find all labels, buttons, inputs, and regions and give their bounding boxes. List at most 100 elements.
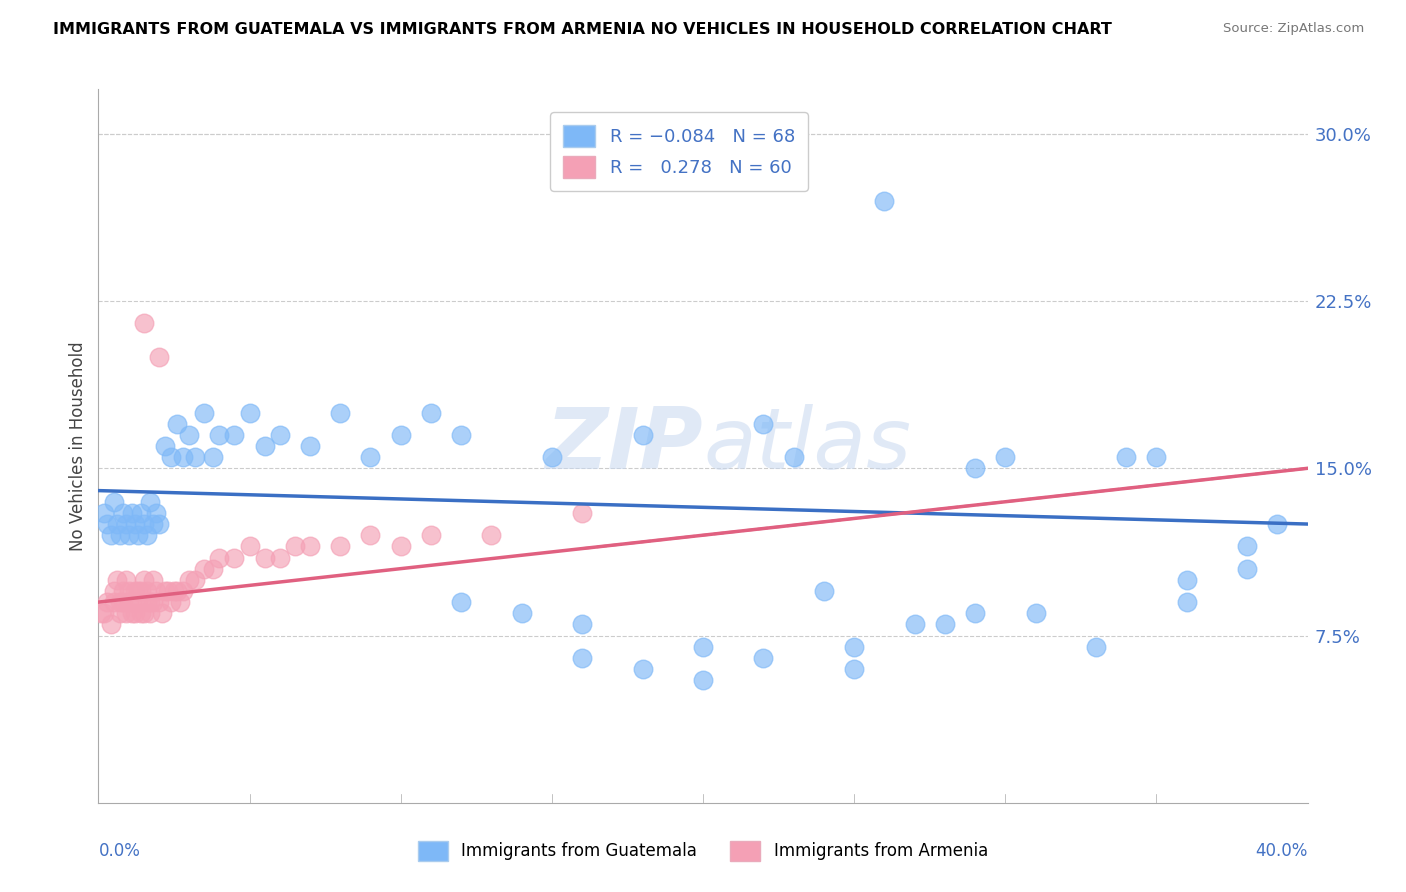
Point (103, 583, 125, 598)
Point (934, 617, 956, 632)
Point (124, 607, 146, 621)
Point (813, 583, 835, 598)
Point (965, 607, 987, 621)
Point (420, 405, 443, 419)
Point (135, 595, 157, 609)
Point (153, 439, 176, 453)
Point (1144, 450, 1167, 464)
Point (299, 439, 322, 453)
Point (994, 450, 1017, 464)
Point (450, 427, 472, 442)
Point (124, 516, 146, 531)
Point (172, 450, 194, 464)
Point (329, 405, 352, 419)
Point (132, 607, 155, 621)
Text: 0.0%: 0.0% (98, 842, 141, 860)
Point (111, 506, 134, 520)
Point (965, 461, 987, 475)
Text: ZIP: ZIP (546, 404, 703, 488)
Point (100, 617, 122, 632)
Point (135, 583, 157, 598)
Point (1115, 450, 1137, 464)
Point (202, 450, 225, 464)
Legend: Immigrants from Guatemala, Immigrants from Armenia: Immigrants from Guatemala, Immigrants fr… (412, 834, 994, 868)
Point (1236, 539, 1258, 553)
Point (202, 562, 225, 576)
Point (692, 640, 714, 654)
Point (904, 617, 927, 632)
Point (139, 494, 162, 508)
Point (329, 539, 352, 553)
Text: IMMIGRANTS FROM GUATEMALA VS IMMIGRANTS FROM ARMENIA NO VEHICLES IN HOUSEHOLD CO: IMMIGRANTS FROM GUATEMALA VS IMMIGRANTS … (53, 22, 1112, 37)
Point (142, 516, 165, 531)
Legend: R = −0.084   N = 68, R =   0.278   N = 60: R = −0.084 N = 68, R = 0.278 N = 60 (550, 112, 807, 191)
Point (389, 539, 412, 553)
Point (631, 662, 654, 676)
Point (184, 450, 207, 464)
Point (105, 516, 128, 531)
Point (132, 573, 155, 587)
Point (111, 595, 134, 609)
Point (269, 550, 291, 565)
Point (873, 194, 896, 208)
Point (132, 516, 155, 531)
Point (692, 673, 714, 687)
Point (148, 350, 170, 364)
Point (153, 583, 176, 598)
Point (121, 607, 143, 621)
Point (224, 550, 246, 565)
Point (118, 583, 141, 598)
Point (127, 583, 149, 598)
Point (93, 607, 115, 621)
Point (420, 528, 443, 542)
Point (160, 595, 183, 609)
Point (179, 573, 201, 587)
Point (163, 583, 186, 598)
Point (129, 583, 152, 598)
Point (783, 450, 806, 464)
Point (156, 583, 179, 598)
Point (172, 583, 194, 598)
Point (142, 573, 165, 587)
Point (179, 427, 201, 442)
Point (103, 494, 125, 508)
Point (129, 506, 152, 520)
Point (121, 506, 143, 520)
Point (166, 583, 188, 598)
Point (540, 450, 562, 464)
Point (93, 506, 115, 520)
Point (299, 539, 322, 553)
Point (124, 583, 146, 598)
Point (114, 607, 136, 621)
Point (389, 427, 412, 442)
Point (114, 573, 136, 587)
Point (360, 450, 382, 464)
Point (184, 573, 207, 587)
Point (105, 573, 128, 587)
Point (139, 595, 162, 609)
Point (1267, 516, 1289, 531)
Point (193, 405, 215, 419)
Point (844, 640, 866, 654)
Y-axis label: No Vehicles in Household: No Vehicles in Household (69, 341, 87, 551)
Point (142, 595, 165, 609)
Point (510, 607, 533, 621)
Point (108, 607, 131, 621)
Point (239, 405, 262, 419)
Point (160, 450, 183, 464)
Point (96, 516, 118, 531)
Point (1236, 562, 1258, 576)
Point (253, 550, 276, 565)
Point (239, 539, 262, 553)
Point (121, 595, 143, 609)
Point (108, 595, 131, 609)
Point (450, 595, 472, 609)
Point (114, 516, 136, 531)
Point (118, 528, 141, 542)
Point (571, 506, 593, 520)
Text: atlas: atlas (703, 404, 911, 488)
Point (148, 516, 170, 531)
Point (127, 595, 149, 609)
Point (571, 617, 593, 632)
Point (96, 595, 118, 609)
